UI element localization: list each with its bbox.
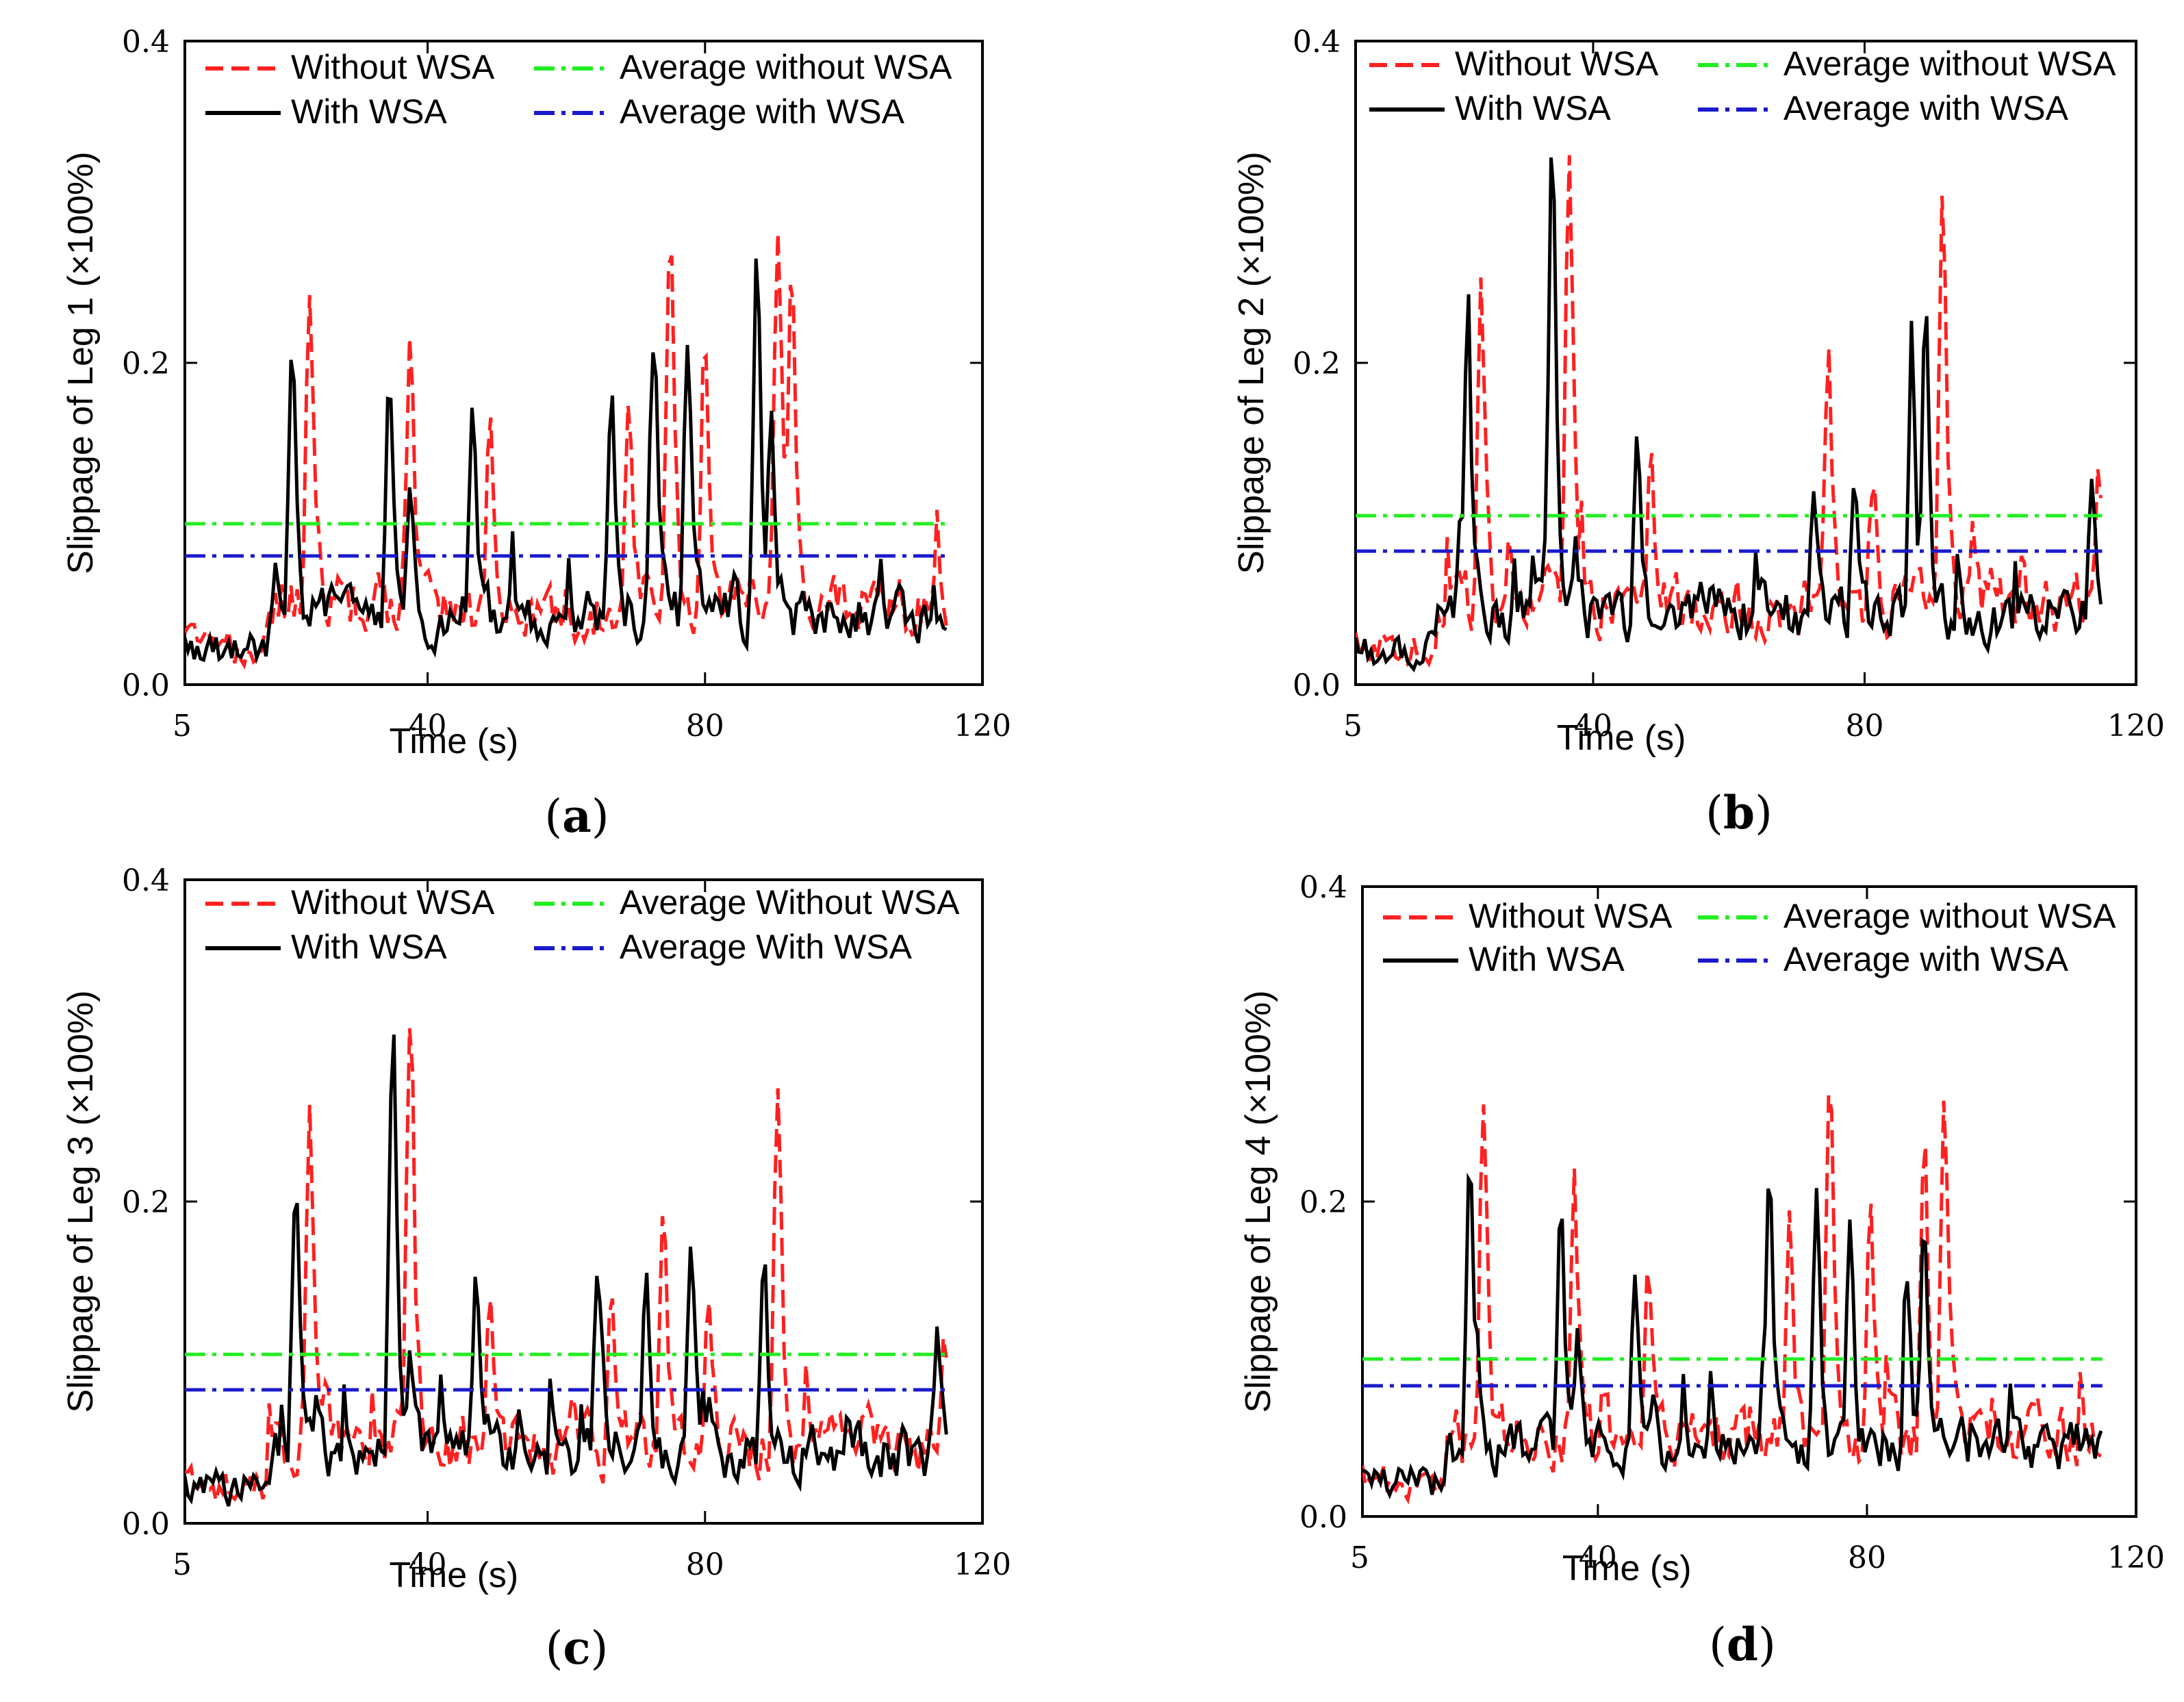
x-tick-label: 80 <box>686 1547 724 1582</box>
chart-panel-b: 5 40 80 120 0.0 0.2 0.4 Time (s) Slippage of Leg… <box>1232 25 2165 839</box>
panel-label-letter: d <box>1727 1618 1758 1671</box>
y-tick-label: 0.4 <box>122 863 170 898</box>
x-tick-label: 120 <box>2107 1540 2165 1575</box>
series-line-with-wsa <box>1356 157 2103 673</box>
panel-label-close: ) <box>1758 1618 1776 1671</box>
y-tick-label: 0.0 <box>1293 668 1341 703</box>
panel-label-letter: b <box>1723 786 1755 839</box>
panel-label-close: ) <box>1755 787 1773 839</box>
x-tick-label: 5 <box>173 1547 192 1582</box>
y-tick-label: 0.0 <box>122 668 170 703</box>
legend-label: Without WSA <box>291 48 495 86</box>
x-tick-label: 5 <box>1343 709 1362 744</box>
plot-frame <box>183 40 984 686</box>
y-tick-label: 0.2 <box>122 346 170 381</box>
x-tick-label: 5 <box>1350 1540 1369 1575</box>
legend-label: Average Without WSA <box>620 883 960 922</box>
legend-label: Average without WSA <box>1783 45 2116 83</box>
panel-label: (c) <box>546 1621 609 1675</box>
legend-label: Average with WSA <box>620 92 905 131</box>
legend-label: With WSA <box>291 928 447 966</box>
y-tick-label: 0.2 <box>1299 1185 1347 1220</box>
x-tick-label: 80 <box>1848 1540 1886 1575</box>
plot-area <box>185 1028 948 1507</box>
y-tick-label: 0.0 <box>122 1507 170 1542</box>
panel-label-open: ( <box>544 790 562 843</box>
y-tick-label: 0.4 <box>122 25 170 60</box>
legend-label: With WSA <box>1469 940 1625 978</box>
legend-label: With WSA <box>1455 89 1611 127</box>
x-tick-label: 120 <box>2107 709 2165 744</box>
panel-label-open: ( <box>546 1622 563 1675</box>
series-line-without-wsa <box>185 1028 948 1502</box>
chart-panel-c: 5 40 80 120 0.0 0.2 0.4 Time (s) Slippage of Leg… <box>61 863 1011 1675</box>
legend-label: Without WSA <box>1469 897 1673 935</box>
y-tick-label: 0.2 <box>1293 346 1341 381</box>
panel-label-open: ( <box>1705 787 1723 839</box>
plot-area <box>1356 155 2103 673</box>
series-line-with-wsa <box>185 258 948 665</box>
x-tick-label: 5 <box>173 709 192 744</box>
y-axis-title: Slippage of Leg 4 (×100%) <box>1239 990 1278 1412</box>
y-tick-label: 0.2 <box>122 1185 170 1220</box>
y-axis-title: Slippage of Leg 3 (×100%) <box>61 990 101 1412</box>
x-tick-label: 120 <box>954 709 1011 744</box>
y-axis-title: Slippage of Leg 2 (×100%) <box>1232 151 1271 574</box>
series-line-with-wsa <box>1362 1172 2103 1500</box>
x-axis-title: Time (s) <box>390 722 519 761</box>
panel-label: (b) <box>1705 786 1773 839</box>
x-axis-title: Time (s) <box>1557 718 1686 758</box>
panel-label-letter: a <box>562 789 592 843</box>
chart-panel-a: 5 40 80 120 0.0 0.2 0.4 Time (s) Slippage of Leg… <box>61 25 1011 843</box>
series-line-without-wsa <box>1362 1095 2103 1505</box>
panel-label-open: ( <box>1709 1618 1727 1671</box>
series-line-with-wsa <box>185 1034 948 1507</box>
x-tick-label: 120 <box>954 1547 1011 1582</box>
panel-label-letter: c <box>563 1621 590 1675</box>
legend-label: Average without WSA <box>1783 897 2116 935</box>
legend-label: Average without WSA <box>620 48 952 86</box>
plot-area <box>185 233 948 670</box>
x-tick-label: 80 <box>1845 709 1883 744</box>
plot-area <box>1362 1095 2103 1505</box>
x-tick-label: 40 <box>409 1547 447 1582</box>
x-axis-title: Time (s) <box>390 1555 519 1595</box>
panel-label-close: ) <box>591 1622 609 1675</box>
legend-label: Without WSA <box>291 883 495 922</box>
x-axis-title: Time (s) <box>1562 1549 1692 1588</box>
y-axis-title: Slippage of Leg 1 (×100%) <box>61 151 101 574</box>
legend-label: Without WSA <box>1455 45 1659 83</box>
legend-label: Average with WSA <box>1783 89 2069 127</box>
panel-label: (a) <box>544 789 609 843</box>
chart-panel-d: 5 40 80 120 0.0 0.2 0.4 Time (s) Slippage of Leg… <box>1239 870 2165 1671</box>
legend-label: With WSA <box>291 92 447 131</box>
x-tick-label: 40 <box>1574 709 1612 744</box>
y-tick-label: 0.4 <box>1293 25 1341 60</box>
legend-label: Average with WSA <box>1783 940 2069 978</box>
panel-label: (d) <box>1709 1618 1776 1671</box>
legend-label: Average With WSA <box>620 928 913 966</box>
y-tick-label: 0.0 <box>1299 1500 1347 1535</box>
y-tick-label: 0.4 <box>1299 870 1347 905</box>
series-line-without-wsa <box>1356 155 2103 669</box>
x-tick-label: 40 <box>409 709 447 744</box>
x-tick-label: 80 <box>686 709 724 744</box>
x-tick-label: 40 <box>1579 1540 1617 1575</box>
panel-label-close: ) <box>592 790 609 843</box>
